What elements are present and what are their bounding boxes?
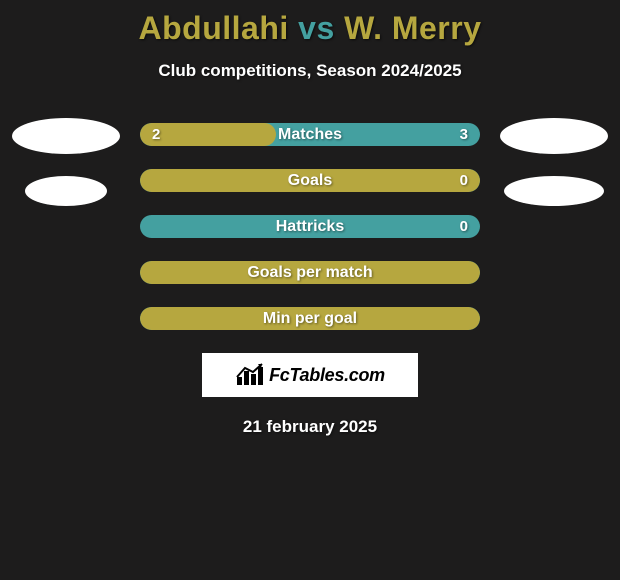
stat-bar-label: Goals [140, 169, 480, 192]
stat-bars: Matches23Goals0Hattricks0Goals per match… [140, 123, 480, 330]
stat-bar-label: Matches [140, 123, 480, 146]
stat-bar: Hattricks0 [140, 215, 480, 238]
left-ellipses [6, 118, 126, 206]
stat-bar: Matches2 3 [140, 123, 480, 146]
stat-bar-label: Min per goal [140, 307, 480, 330]
logo-box: FcTables.com [202, 353, 418, 397]
subtitle: Club competitions, Season 2024/2025 [0, 61, 620, 81]
stat-bar-left-value: 2 [152, 123, 160, 146]
comparison-title: Abdullahi vs W. Merry [0, 0, 620, 47]
stat-bar: Goals per match [140, 261, 480, 284]
avatar-ellipse [25, 176, 107, 206]
right-ellipses [494, 118, 614, 206]
avatar-ellipse [12, 118, 120, 154]
vs-label: vs [298, 10, 335, 46]
date: 21 february 2025 [0, 417, 620, 437]
chart-icon [235, 363, 265, 387]
stat-bar-right-value: 0 [460, 215, 468, 238]
player1-name: Abdullahi [138, 10, 288, 46]
stat-bar-right-value: 0 [460, 169, 468, 192]
player2-name: W. Merry [344, 10, 481, 46]
stat-bar-label: Goals per match [140, 261, 480, 284]
logo-text: FcTables.com [269, 365, 385, 386]
stat-bar-right-value: 3 [460, 123, 468, 146]
avatar-ellipse [504, 176, 604, 206]
avatar-ellipse [500, 118, 608, 154]
stat-bar: Goals0 [140, 169, 480, 192]
stat-bar: Min per goal [140, 307, 480, 330]
stat-bar-label: Hattricks [140, 215, 480, 238]
